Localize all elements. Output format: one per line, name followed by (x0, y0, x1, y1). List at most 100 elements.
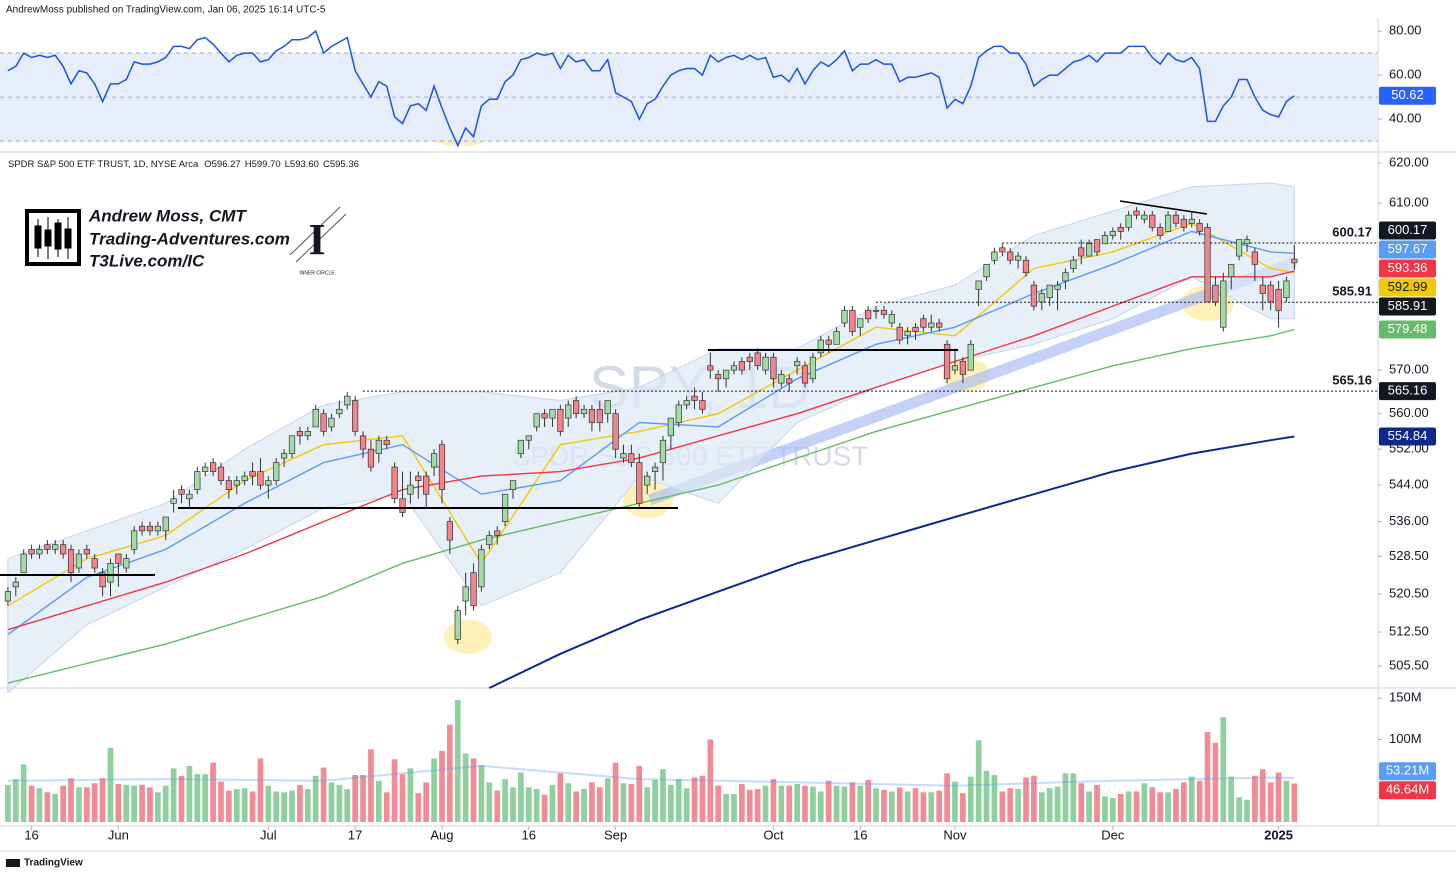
moving-average (7, 270, 1295, 631)
volume-bar (833, 785, 840, 822)
drawings: Andrew Moss, CMT Trading-Adventures.com … (0, 200, 1208, 576)
candle-body (1109, 231, 1116, 236)
candle-body (525, 435, 532, 441)
candle-body (770, 356, 777, 380)
volume-bar (155, 792, 161, 822)
candle-body (549, 408, 556, 419)
candle-body (1267, 284, 1274, 303)
volume-bar (912, 788, 919, 822)
y-tick-label: 570.00 (1389, 362, 1429, 377)
price-label: 46.64M (1386, 782, 1429, 797)
volume-bar (1141, 783, 1148, 822)
volume-bar (794, 784, 800, 822)
volume-bar (131, 785, 138, 822)
volume-bar (865, 779, 871, 822)
candle-body (344, 395, 351, 406)
candle-body (1204, 227, 1211, 303)
price-label: 600.17 (1388, 222, 1428, 237)
candle-body (470, 572, 477, 607)
volume-bar (1086, 791, 1092, 822)
volume-bar (36, 788, 43, 822)
logo-candles (34, 217, 72, 259)
candle-body (1283, 280, 1290, 299)
candle-body (541, 413, 548, 419)
price-label: 554.84 (1388, 428, 1428, 443)
volume-bar (1117, 793, 1124, 822)
volume-bar (454, 699, 461, 822)
volume-bar (1212, 742, 1219, 822)
volume-bar (762, 785, 769, 822)
volume-bar (549, 784, 556, 822)
candle-body (320, 413, 327, 432)
volume-bar (557, 773, 564, 822)
volume-bar (1267, 782, 1274, 822)
volume-bar (147, 787, 153, 822)
candle-body (67, 549, 75, 574)
level-label: 585.91 (1332, 284, 1372, 299)
candle-body (588, 408, 596, 423)
candle-body (217, 466, 225, 481)
moving-average (488, 435, 1295, 689)
candle-body (636, 462, 643, 504)
volume-bar (541, 794, 548, 822)
candle-body (146, 525, 154, 532)
volume-bar (1173, 789, 1179, 822)
volume-bar (210, 762, 216, 822)
volume-bar (802, 785, 808, 822)
volume-bar (470, 758, 477, 822)
candle-body (612, 413, 619, 450)
volume-bar (407, 768, 414, 822)
volume-bar (91, 783, 98, 822)
volume-bar (960, 793, 966, 822)
candle-body (912, 326, 919, 332)
volume-bar (975, 740, 982, 822)
volume-bar (1236, 797, 1242, 822)
candle-body (107, 562, 114, 583)
brand-line: Andrew Moss, CMT (88, 206, 247, 225)
volume-bar (715, 785, 722, 822)
volume-bar (20, 764, 27, 822)
volume-bar (249, 791, 256, 822)
footer-brand: TradingView (24, 858, 83, 869)
x-tick-label: 16 (522, 827, 536, 842)
price-label: 593.36 (1388, 260, 1428, 275)
volume-bar (991, 774, 998, 822)
x-tick-label: Dec (1101, 827, 1125, 842)
volume-bar (928, 792, 935, 822)
candle-body (596, 408, 603, 423)
candle-body (644, 475, 651, 486)
candle-body (1149, 214, 1156, 228)
volume-bar (1228, 776, 1235, 822)
candle-body (288, 435, 296, 454)
trend-line (1119, 200, 1208, 215)
volume-bar (304, 789, 311, 822)
volume-bar (723, 793, 729, 822)
candle-body (312, 408, 319, 428)
volume-bar (241, 788, 248, 822)
volume-bar (620, 783, 627, 822)
candle-body (1220, 280, 1227, 328)
y-tick-label: 150M (1389, 690, 1422, 705)
volume-bar (352, 774, 358, 822)
candle-body (707, 365, 714, 371)
volume-bar (565, 783, 572, 822)
candle-body (825, 339, 832, 345)
volume-bar (739, 784, 745, 822)
volume-bar (983, 770, 990, 822)
candle-body (399, 498, 406, 513)
publish-note: AndrewMoss published on TradingView.com,… (6, 5, 326, 16)
candle-body (959, 361, 966, 375)
candle-body (1046, 284, 1053, 299)
candle-body (4, 591, 12, 602)
volume-bar (952, 781, 958, 822)
y-tick-label: 512.50 (1389, 624, 1429, 639)
candle-body (186, 493, 193, 500)
candle-body (1228, 263, 1235, 278)
volume-bar (707, 739, 714, 822)
volume-bar (344, 789, 351, 822)
volume-bar (896, 787, 903, 822)
volume-bar (691, 777, 698, 822)
candle-body (281, 453, 288, 459)
volume-bar (502, 779, 508, 822)
volume-bar (1149, 787, 1156, 822)
